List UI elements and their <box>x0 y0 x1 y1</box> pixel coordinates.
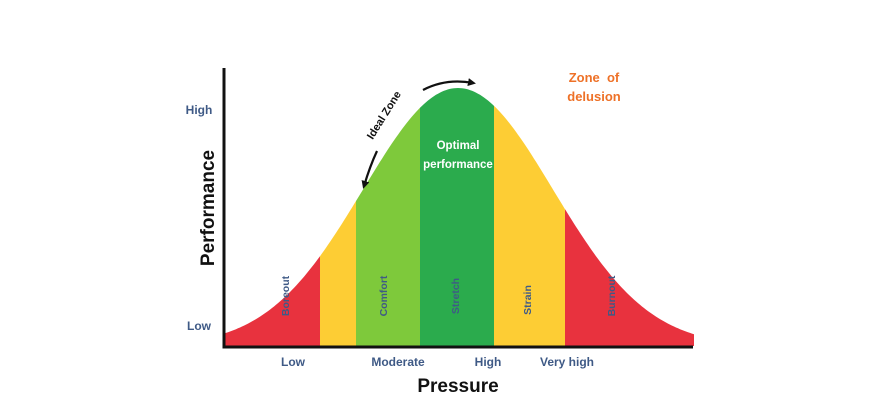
boreout-band <box>224 88 320 346</box>
zone-of-delusion-line1: Zone of <box>569 70 620 85</box>
x-tick-very-high: Very high <box>540 355 594 369</box>
optimal-performance-line2: performance <box>423 159 493 171</box>
zone-of-delusion-line2: delusion <box>567 89 621 104</box>
x-tick-low: Low <box>281 355 306 369</box>
zone-label-boreout: Boreout <box>280 275 292 316</box>
stretch-band <box>420 88 494 346</box>
x-tick-high: High <box>475 355 502 369</box>
boreout-comfort-transition-band <box>320 88 356 346</box>
ideal-zone-arrow-left <box>361 150 378 189</box>
ideal-zone-label: Ideal Zone <box>365 89 404 141</box>
x-axis-title: Pressure <box>417 376 498 397</box>
ideal-zone-arrow-top <box>422 78 476 91</box>
zone-label-strain: Strain <box>522 285 534 315</box>
y-tick-high: High <box>186 103 213 117</box>
x-tick-moderate: Moderate <box>371 355 425 369</box>
zone-label-comfort: Comfort <box>378 275 390 316</box>
optimal-performance-line1: Optimal <box>437 140 480 152</box>
y-axis-title: Performance <box>198 150 219 266</box>
zone-label-stretch: Stretch <box>450 278 462 314</box>
zone-label-burnout: Burnout <box>606 275 618 316</box>
y-tick-low: Low <box>187 319 212 333</box>
